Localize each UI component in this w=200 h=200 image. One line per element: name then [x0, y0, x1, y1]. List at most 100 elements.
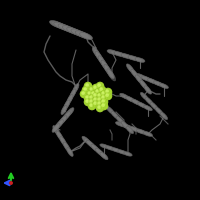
Ellipse shape [84, 138, 92, 146]
Ellipse shape [144, 86, 152, 94]
Ellipse shape [107, 50, 117, 54]
Ellipse shape [56, 120, 63, 128]
Circle shape [94, 94, 96, 96]
Circle shape [90, 100, 92, 102]
Ellipse shape [66, 97, 71, 106]
Ellipse shape [52, 21, 65, 28]
Circle shape [106, 90, 108, 92]
Circle shape [96, 104, 104, 112]
Circle shape [100, 94, 108, 102]
Ellipse shape [142, 83, 149, 91]
Ellipse shape [114, 52, 124, 56]
Ellipse shape [132, 57, 141, 61]
Circle shape [102, 100, 104, 102]
Circle shape [102, 92, 104, 94]
Ellipse shape [158, 110, 165, 117]
Ellipse shape [138, 78, 145, 86]
Ellipse shape [126, 125, 135, 130]
Circle shape [92, 100, 100, 108]
Ellipse shape [130, 127, 138, 131]
Ellipse shape [71, 29, 84, 36]
Ellipse shape [139, 75, 147, 80]
Ellipse shape [65, 145, 71, 154]
Circle shape [86, 100, 88, 102]
Ellipse shape [95, 51, 103, 61]
Ellipse shape [145, 97, 153, 105]
Ellipse shape [62, 139, 68, 148]
Ellipse shape [111, 51, 120, 55]
Circle shape [90, 104, 92, 106]
Circle shape [84, 88, 86, 90]
Circle shape [88, 86, 96, 94]
Ellipse shape [63, 112, 70, 120]
Ellipse shape [53, 126, 59, 134]
Ellipse shape [121, 151, 129, 155]
Ellipse shape [98, 150, 106, 158]
Ellipse shape [94, 49, 101, 59]
Ellipse shape [157, 82, 165, 87]
Ellipse shape [52, 124, 60, 132]
Circle shape [96, 90, 98, 92]
Ellipse shape [124, 124, 131, 131]
Circle shape [82, 86, 90, 94]
Circle shape [102, 104, 104, 106]
Ellipse shape [121, 54, 131, 58]
Ellipse shape [61, 105, 67, 115]
Ellipse shape [126, 64, 134, 72]
Circle shape [98, 102, 100, 104]
Ellipse shape [56, 131, 63, 140]
Ellipse shape [118, 53, 127, 57]
Circle shape [88, 98, 96, 106]
Ellipse shape [140, 80, 147, 89]
Circle shape [96, 92, 104, 100]
Ellipse shape [72, 86, 77, 95]
Ellipse shape [55, 128, 61, 137]
Ellipse shape [135, 75, 143, 83]
Circle shape [100, 88, 102, 90]
Circle shape [100, 102, 108, 110]
Circle shape [96, 96, 104, 104]
Ellipse shape [144, 132, 152, 136]
Circle shape [94, 98, 96, 100]
Ellipse shape [92, 47, 100, 57]
Circle shape [100, 98, 108, 106]
Ellipse shape [116, 122, 124, 126]
Ellipse shape [63, 103, 68, 112]
Ellipse shape [67, 27, 80, 34]
Circle shape [92, 96, 100, 104]
Circle shape [90, 88, 92, 90]
Ellipse shape [98, 56, 106, 66]
Circle shape [104, 88, 112, 96]
Ellipse shape [108, 71, 116, 81]
Ellipse shape [56, 23, 69, 30]
Ellipse shape [54, 22, 67, 29]
Circle shape [100, 90, 108, 98]
Ellipse shape [100, 144, 108, 148]
Ellipse shape [105, 67, 113, 77]
Circle shape [102, 96, 104, 98]
Ellipse shape [145, 77, 153, 82]
Ellipse shape [143, 95, 150, 102]
Ellipse shape [80, 32, 92, 40]
Ellipse shape [104, 65, 111, 74]
Ellipse shape [132, 99, 140, 105]
Ellipse shape [101, 60, 108, 70]
Ellipse shape [119, 119, 126, 126]
Ellipse shape [50, 20, 62, 28]
Ellipse shape [151, 80, 159, 85]
Ellipse shape [75, 31, 88, 38]
Ellipse shape [77, 32, 90, 39]
Ellipse shape [141, 104, 149, 109]
Circle shape [88, 94, 96, 102]
Ellipse shape [54, 122, 62, 130]
Circle shape [98, 94, 100, 96]
Ellipse shape [148, 100, 155, 107]
Circle shape [88, 92, 90, 94]
Circle shape [96, 100, 104, 108]
Ellipse shape [91, 144, 99, 152]
Ellipse shape [89, 142, 97, 150]
Circle shape [94, 88, 102, 96]
Circle shape [98, 84, 100, 86]
Ellipse shape [67, 148, 73, 156]
Ellipse shape [123, 124, 131, 129]
